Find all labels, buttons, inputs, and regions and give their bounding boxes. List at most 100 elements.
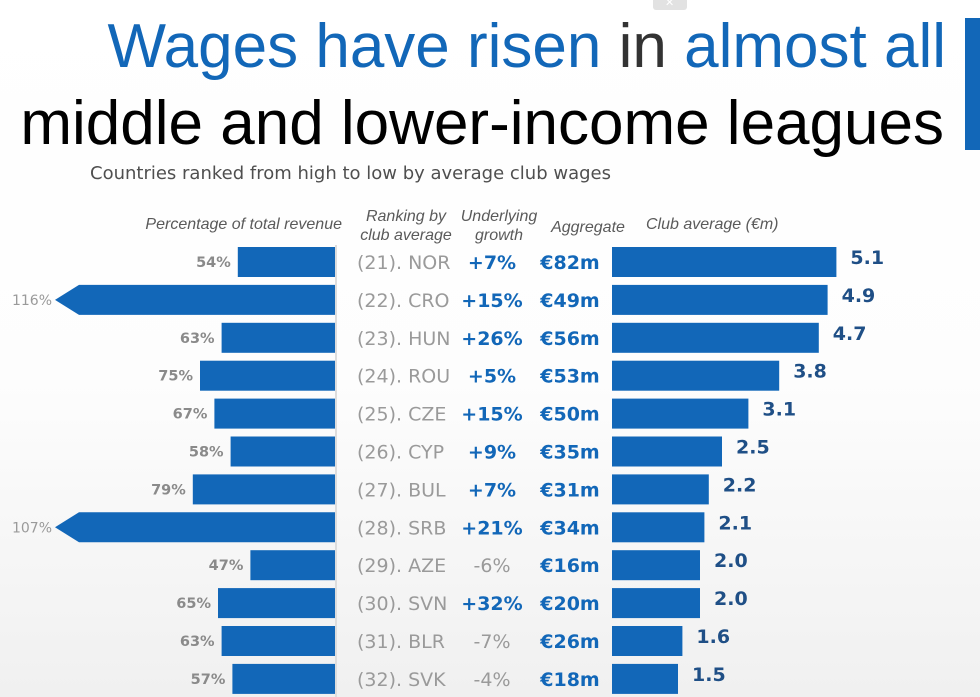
club-average-bar — [612, 588, 700, 619]
title-segment: Wages have risen — [107, 12, 602, 81]
pct-label: 79% — [151, 482, 186, 498]
growth-label: +7% — [468, 252, 516, 274]
club-average-label: 3.8 — [793, 361, 827, 383]
growth-label: +9% — [468, 442, 516, 464]
pct-bar — [218, 588, 335, 619]
club-average-bar — [612, 474, 709, 505]
club-average-bar — [612, 512, 705, 543]
growth-label: +32% — [461, 593, 522, 615]
header-pct-revenue: Percentage of total revenue — [145, 216, 342, 233]
aggregate-label: €35m — [539, 442, 599, 464]
pct-bar — [250, 550, 335, 581]
pct-label: 67% — [173, 407, 208, 423]
close-tab[interactable]: ✕ — [653, 0, 687, 10]
pct-bar — [192, 474, 335, 505]
ranking-label: (26). CYP — [357, 442, 444, 464]
pct-label: 58% — [189, 445, 224, 461]
club-average-bar — [612, 398, 749, 429]
club-average-label: 2.2 — [723, 474, 757, 496]
chart-subtitle: Countries ranked from high to low by ave… — [90, 163, 611, 184]
pct-label: 57% — [191, 672, 226, 688]
club-average-label: 1.6 — [696, 626, 730, 648]
ranking-label: (30). SVN — [357, 593, 447, 615]
growth-label: +15% — [461, 404, 522, 426]
ranking-label: (21). NOR — [357, 252, 450, 274]
club-average-bar — [612, 322, 819, 353]
growth-label: +5% — [468, 366, 516, 388]
growth-label: +7% — [468, 479, 516, 501]
ranking-label: (31). BLR — [357, 631, 445, 653]
ranking-label: (24). ROU — [357, 366, 450, 388]
club-average-bar — [612, 626, 683, 656]
aggregate-label: €82m — [539, 252, 599, 274]
ranking-label: (27). BUL — [357, 479, 446, 501]
club-average-bar — [612, 284, 828, 315]
divider-line — [335, 245, 337, 697]
close-icon[interactable]: ✕ — [665, 0, 675, 9]
pct-bar-arrow — [55, 512, 335, 543]
ranking-label: (29). AZE — [357, 555, 446, 577]
ranking-label: (23). HUN — [357, 328, 451, 350]
aggregate-label: €53m — [539, 366, 599, 388]
aggregate-label: €56m — [539, 328, 599, 350]
title-line-2: middle and lower-income leagues — [20, 89, 944, 158]
aggregate-label: €49m — [539, 290, 599, 312]
pct-label: 54% — [196, 255, 231, 271]
growth-label: +21% — [461, 517, 522, 539]
club-average-label: 2.1 — [718, 512, 752, 534]
growth-label: -4% — [474, 669, 511, 691]
pct-bar — [200, 360, 335, 391]
club-average-label: 2.0 — [714, 588, 748, 610]
growth-label: +26% — [461, 328, 522, 350]
pct-bar-arrow — [55, 284, 335, 315]
pct-label: 63% — [180, 634, 215, 650]
pct-bar — [221, 322, 335, 353]
pct-label: 116% — [12, 293, 52, 309]
aggregate-label: €50m — [539, 404, 599, 426]
club-average-bar — [612, 663, 678, 694]
accent-bar — [965, 18, 980, 150]
pct-label: 63% — [180, 331, 215, 347]
ranking-label: (32). SVK — [357, 669, 446, 691]
club-average-label: 2.0 — [714, 550, 748, 572]
pct-label: 107% — [12, 520, 52, 536]
pct-bar — [221, 626, 335, 656]
club-average-label: 5.1 — [850, 247, 884, 269]
pct-bar — [230, 436, 335, 467]
growth-label: -6% — [474, 555, 511, 577]
pct-label: 75% — [158, 369, 193, 385]
aggregate-label: €20m — [539, 593, 599, 615]
header-ranking: Ranking by club average — [360, 208, 452, 244]
header-growth: Underlying growth — [460, 208, 538, 244]
club-average-label: 2.5 — [736, 437, 770, 459]
club-average-bar — [612, 247, 837, 277]
header-aggregate: Aggregate — [551, 219, 625, 236]
aggregate-label: €16m — [539, 555, 599, 577]
ranking-label: (22). CRO — [357, 290, 450, 312]
club-average-label: 1.5 — [692, 664, 726, 686]
title-segment: in — [601, 12, 685, 81]
aggregate-label: €34m — [539, 517, 599, 539]
club-average-bar — [612, 360, 780, 391]
growth-label: -7% — [474, 631, 511, 653]
aggregate-label: €31m — [539, 479, 599, 501]
pct-bar — [214, 398, 335, 429]
club-average-bar — [612, 436, 722, 467]
club-average-label: 3.1 — [762, 399, 796, 421]
growth-label: +15% — [461, 290, 522, 312]
aggregate-label: €18m — [539, 669, 599, 691]
pct-label: 47% — [209, 558, 244, 574]
club-average-bar — [612, 550, 700, 581]
ranking-label: (28). SRB — [357, 517, 446, 539]
aggregate-label: €26m — [539, 631, 599, 653]
header-club-average: Club average (€m) — [646, 216, 779, 233]
title-line-1: Wages have risen in almost all — [107, 16, 946, 78]
club-average-label: 4.7 — [833, 323, 867, 345]
pct-label: 65% — [176, 596, 211, 612]
ranking-label: (25). CZE — [357, 404, 446, 426]
club-average-label: 4.9 — [842, 285, 876, 307]
pct-bar — [232, 663, 335, 694]
title-segment: almost all — [684, 12, 946, 81]
